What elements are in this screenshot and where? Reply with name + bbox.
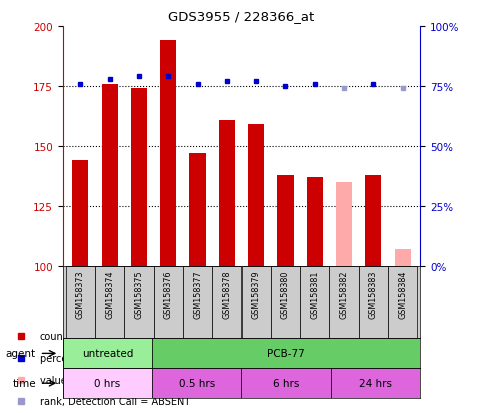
Text: GSM158378: GSM158378 <box>222 270 231 318</box>
Text: GSM158384: GSM158384 <box>398 270 407 318</box>
Bar <box>152 368 242 398</box>
Bar <box>365 176 382 266</box>
Bar <box>131 89 147 266</box>
Bar <box>359 266 388 339</box>
Bar <box>336 183 352 266</box>
Bar <box>189 154 206 266</box>
Text: GSM158380: GSM158380 <box>281 270 290 318</box>
Bar <box>331 368 420 398</box>
Bar <box>101 84 118 266</box>
Text: GSM158373: GSM158373 <box>76 270 85 318</box>
Text: GSM158379: GSM158379 <box>252 270 261 318</box>
Text: GSM158375: GSM158375 <box>134 270 143 318</box>
Text: agent: agent <box>6 349 36 358</box>
Bar <box>242 266 271 339</box>
Text: time: time <box>13 378 36 388</box>
Bar <box>329 266 359 339</box>
Bar <box>300 266 329 339</box>
Bar <box>219 120 235 266</box>
Bar <box>307 178 323 266</box>
Text: GSM158377: GSM158377 <box>193 270 202 318</box>
Bar <box>95 266 124 339</box>
Text: GSM158382: GSM158382 <box>340 270 349 318</box>
Text: GSM158376: GSM158376 <box>164 270 173 318</box>
Text: 0.5 hrs: 0.5 hrs <box>179 378 215 388</box>
Text: GSM158381: GSM158381 <box>310 270 319 318</box>
Bar <box>183 266 212 339</box>
Text: untreated: untreated <box>82 349 133 358</box>
Bar <box>271 266 300 339</box>
Bar <box>154 266 183 339</box>
Text: 6 hrs: 6 hrs <box>273 378 299 388</box>
Text: GSM158383: GSM158383 <box>369 270 378 318</box>
Bar <box>277 176 294 266</box>
Bar <box>388 266 417 339</box>
Bar <box>212 266 242 339</box>
Text: PCB-77: PCB-77 <box>267 349 305 358</box>
Bar <box>124 266 154 339</box>
Text: 0 hrs: 0 hrs <box>94 378 121 388</box>
Bar <box>63 339 152 368</box>
Bar <box>160 41 176 266</box>
Text: GDS3955 / 228366_at: GDS3955 / 228366_at <box>169 10 314 23</box>
Bar <box>242 368 331 398</box>
Text: GSM158374: GSM158374 <box>105 270 114 318</box>
Bar <box>66 266 95 339</box>
Bar <box>72 161 88 266</box>
Text: percentile rank within the sample: percentile rank within the sample <box>40 353 205 363</box>
Text: rank, Detection Call = ABSENT: rank, Detection Call = ABSENT <box>40 396 190 406</box>
Bar <box>248 125 264 266</box>
Text: count: count <box>40 331 68 342</box>
Bar <box>395 249 411 266</box>
Text: 24 hrs: 24 hrs <box>359 378 392 388</box>
Bar <box>152 339 420 368</box>
Text: value, Detection Call = ABSENT: value, Detection Call = ABSENT <box>40 375 195 385</box>
Bar <box>63 368 152 398</box>
